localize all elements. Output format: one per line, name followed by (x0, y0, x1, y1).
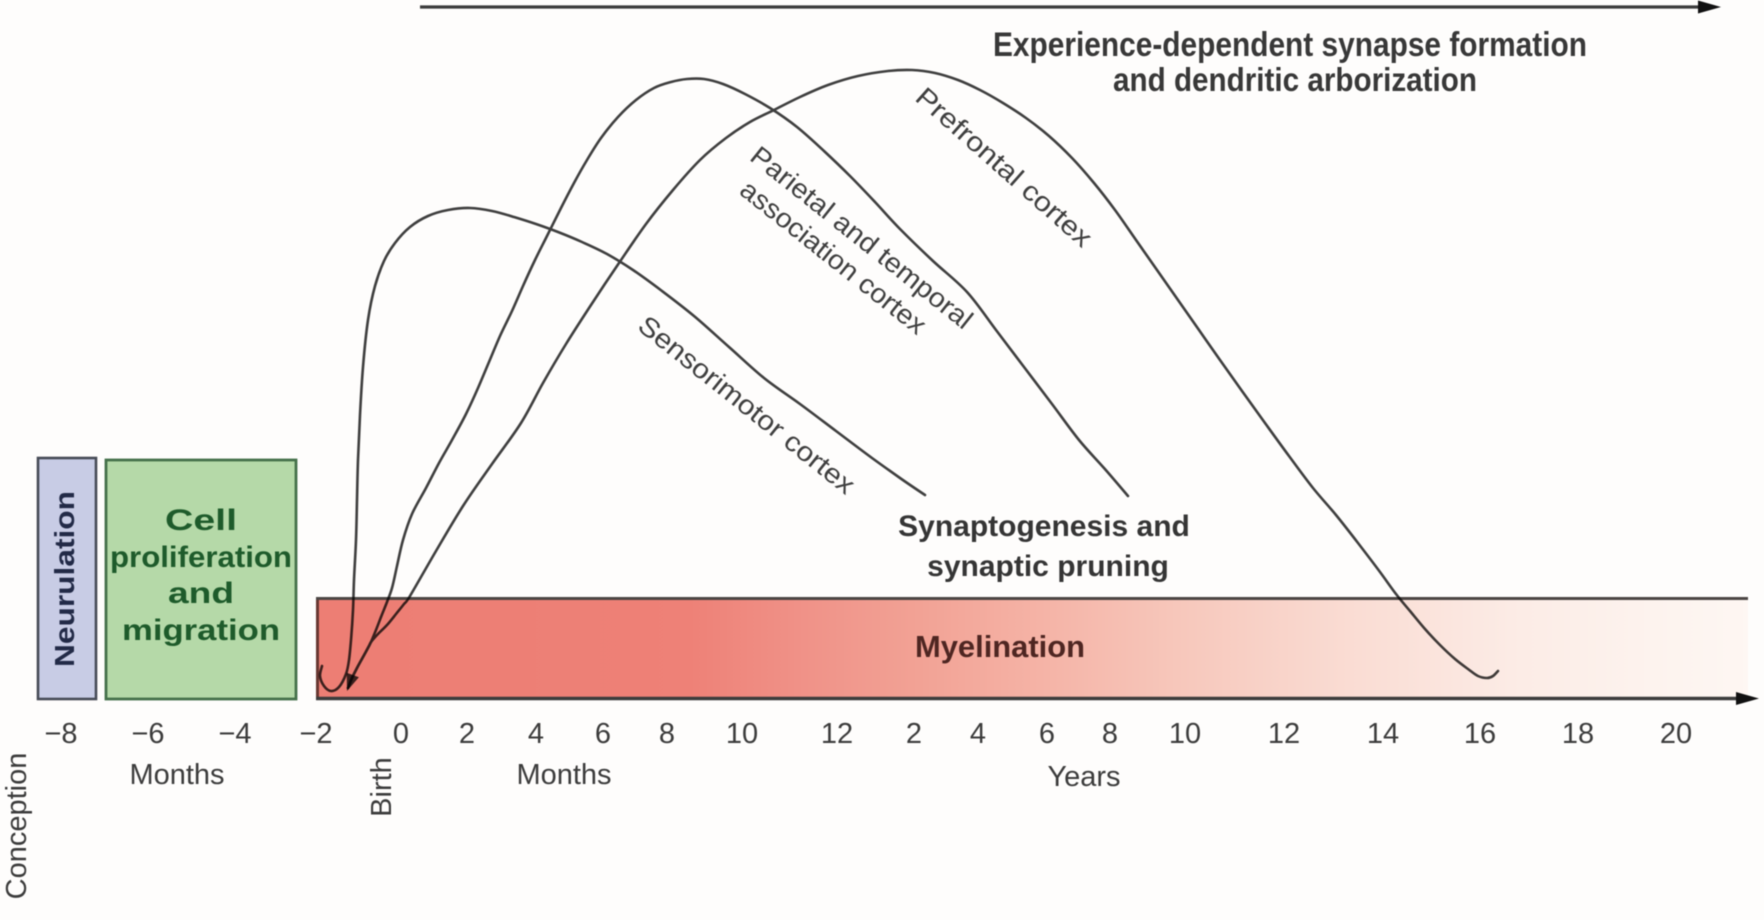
svg-text:and dendritic arborization: and dendritic arborization (1113, 61, 1477, 98)
svg-text:and: and (168, 577, 234, 610)
svg-text:Months: Months (129, 759, 224, 791)
svg-text:Neurulation: Neurulation (49, 491, 80, 667)
svg-text:12: 12 (1268, 718, 1300, 750)
svg-text:2: 2 (459, 718, 475, 750)
svg-text:Experience-dependent synapse f: Experience-dependent synapse formation (993, 26, 1587, 64)
svg-text:8: 8 (1102, 718, 1118, 750)
svg-text:4: 4 (528, 718, 544, 750)
svg-text:−4: −4 (218, 718, 251, 750)
svg-text:16: 16 (1464, 718, 1496, 750)
svg-text:10: 10 (1169, 718, 1201, 750)
svg-text:0: 0 (393, 718, 409, 750)
svg-text:migration: migration (122, 614, 280, 647)
svg-text:18: 18 (1562, 718, 1594, 750)
svg-text:14: 14 (1367, 718, 1399, 750)
svg-text:Birth: Birth (366, 757, 398, 817)
svg-text:synaptic pruning: synaptic pruning (927, 550, 1169, 583)
svg-text:−8: −8 (44, 718, 77, 750)
svg-text:2: 2 (906, 718, 922, 750)
svg-text:6: 6 (1039, 718, 1055, 750)
svg-text:8: 8 (659, 718, 675, 750)
svg-text:Years: Years (1047, 761, 1120, 793)
svg-text:Cell: Cell (165, 504, 237, 537)
svg-text:proliferation: proliferation (110, 541, 292, 574)
svg-text:Synaptogenesis and: Synaptogenesis and (898, 510, 1190, 543)
svg-text:−6: −6 (131, 718, 164, 750)
svg-text:Months: Months (516, 759, 611, 791)
svg-text:Myelination: Myelination (915, 629, 1085, 664)
svg-text:Conception: Conception (1, 753, 33, 900)
svg-text:6: 6 (595, 718, 611, 750)
svg-text:12: 12 (821, 718, 853, 750)
svg-text:−2: −2 (299, 718, 332, 750)
svg-text:4: 4 (970, 718, 986, 750)
svg-text:10: 10 (726, 718, 758, 750)
svg-text:20: 20 (1660, 718, 1692, 750)
